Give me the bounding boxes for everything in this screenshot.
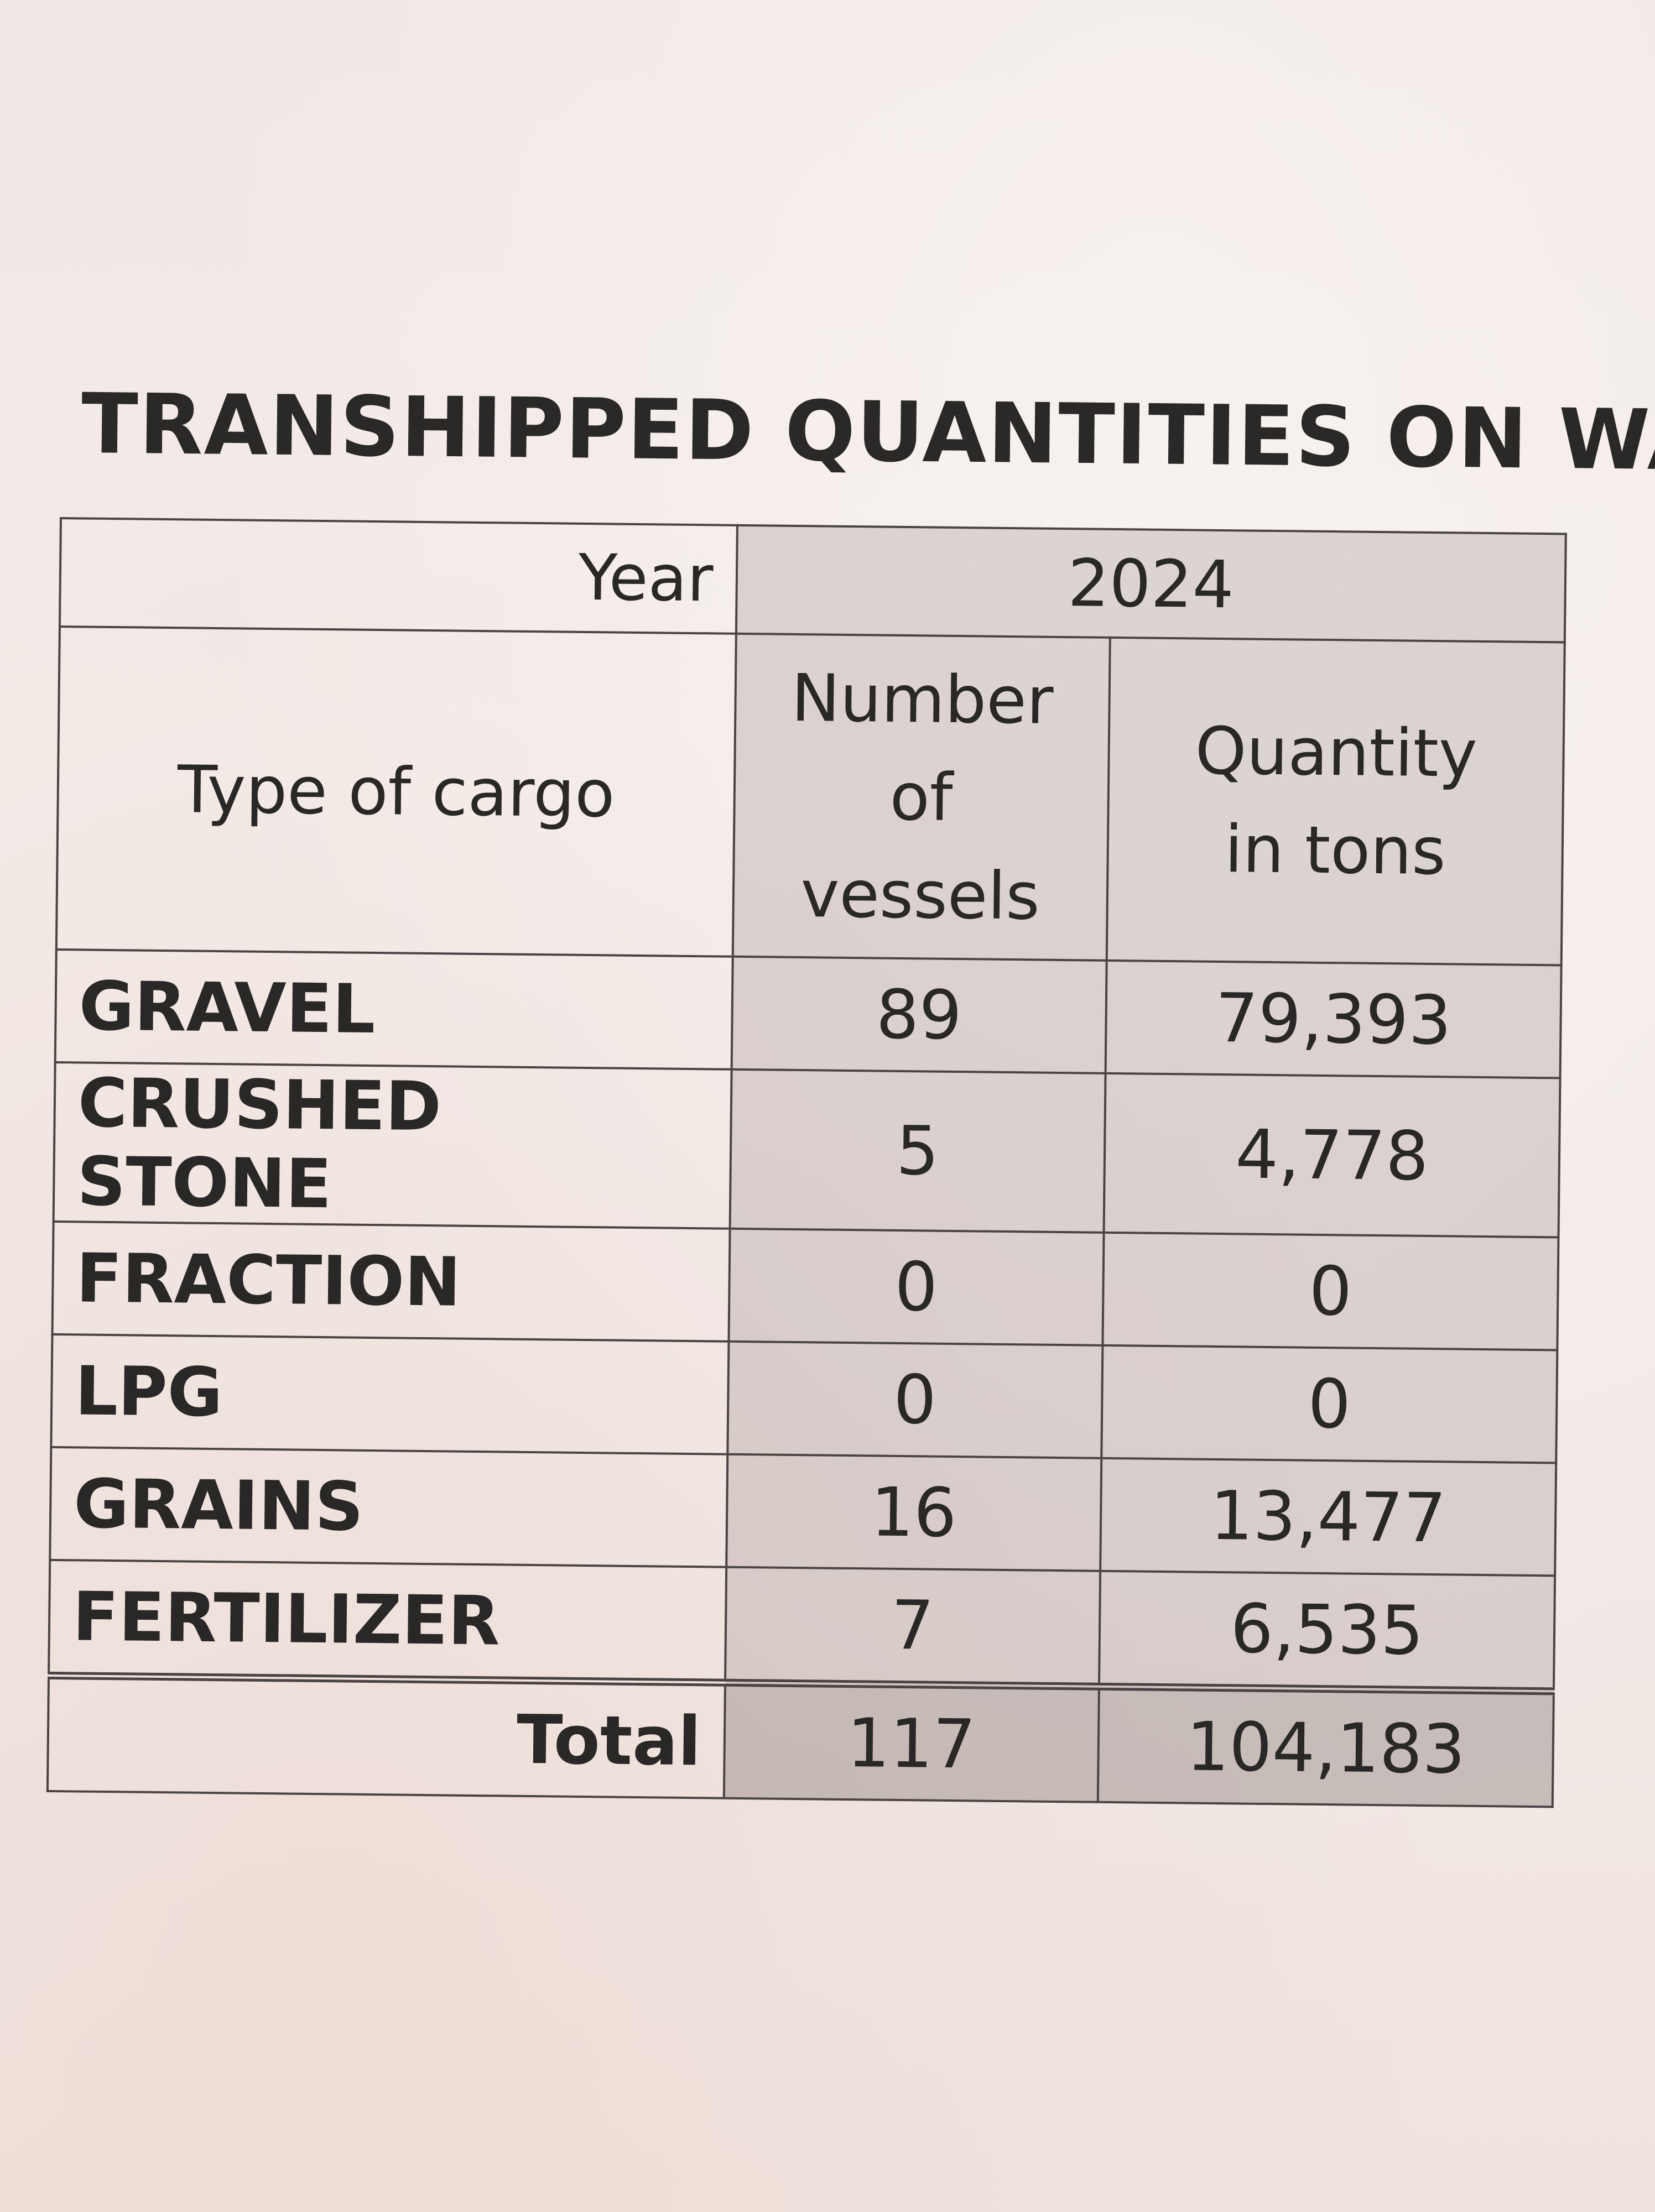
year-label: Year xyxy=(59,518,737,634)
cargo-type-cell: CRUSHED STONE xyxy=(53,1062,732,1229)
header-row: Type of cargo Number of vessels Quantity… xyxy=(56,627,1565,966)
vessels-cell: 16 xyxy=(726,1454,1102,1571)
cargo-table: Year 2024 Type of cargo Number of vessel… xyxy=(46,517,1567,1808)
header-vessels-line-2: of xyxy=(889,758,954,836)
cargo-type-cell: FERTILIZER xyxy=(49,1559,726,1683)
header-number-of-vessels: Number of vessels xyxy=(732,633,1110,961)
quantity-cell: 13,477 xyxy=(1100,1458,1557,1576)
total-vessels: 117 xyxy=(724,1682,1099,1802)
cargo-table-container: Year 2024 Type of cargo Number of vessel… xyxy=(46,517,1567,1808)
quantity-cell: 6,535 xyxy=(1099,1571,1555,1692)
vessels-cell: 0 xyxy=(728,1228,1104,1345)
header-vessels-line-3: vessels xyxy=(800,855,1040,935)
table-row: GRAINS 16 13,477 xyxy=(50,1447,1557,1576)
cargo-type-cell: LPG xyxy=(51,1334,728,1454)
header-type-of-cargo: Type of cargo xyxy=(56,627,736,957)
table-row: CRUSHED STONE 5 4,778 xyxy=(53,1062,1560,1238)
header-quantity-line-2: in tons xyxy=(1224,811,1446,890)
quantity-cell: 4,778 xyxy=(1104,1073,1560,1238)
year-row: Year 2024 xyxy=(59,518,1566,643)
quantity-cell: 0 xyxy=(1102,1232,1559,1350)
total-row: Total 117 104,183 xyxy=(47,1675,1554,1807)
vessels-cell: 5 xyxy=(730,1069,1106,1233)
table-row: GRAVEL 89 79,393 xyxy=(55,949,1562,1078)
year-value: 2024 xyxy=(736,525,1566,643)
total-quantity: 104,183 xyxy=(1097,1686,1554,1807)
total-label: Total xyxy=(47,1675,725,1798)
vessels-cell: 0 xyxy=(727,1341,1103,1458)
cargo-type-cell: FRACTION xyxy=(52,1221,730,1342)
header-quantity-in-tons: Quantity in tons xyxy=(1106,637,1565,966)
table-row: FERTILIZER 7 6,535 xyxy=(49,1559,1555,1692)
table-row: FRACTION 0 0 xyxy=(52,1221,1559,1350)
cargo-type-cell: GRAVEL xyxy=(55,949,733,1070)
vessels-cell: 89 xyxy=(731,956,1107,1073)
cargo-type-cell: GRAINS xyxy=(50,1447,727,1567)
header-quantity-line-1: Quantity xyxy=(1194,712,1478,792)
document-title: TRANSHIPPED QUANTITIES ON WATER xyxy=(81,376,1655,492)
vessels-cell: 7 xyxy=(725,1567,1101,1687)
header-vessels-line-1: Number xyxy=(790,659,1054,739)
quantity-cell: 0 xyxy=(1101,1345,1558,1463)
quantity-cell: 79,393 xyxy=(1105,960,1562,1078)
table-row: LPG 0 0 xyxy=(51,1334,1558,1463)
